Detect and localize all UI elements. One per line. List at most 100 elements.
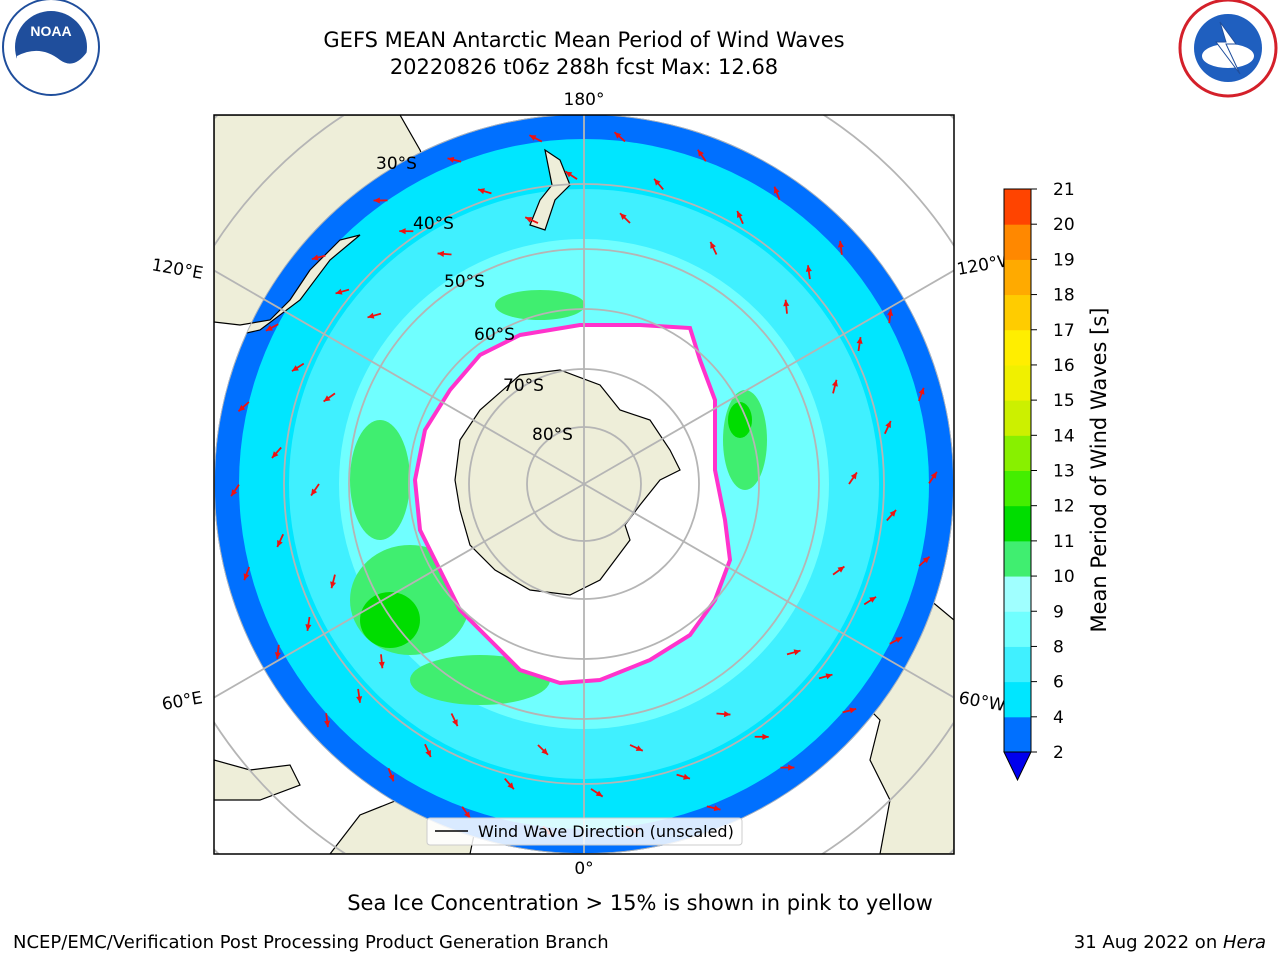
wind-wave-arrow (276, 533, 284, 548)
colorbar-segment (1004, 540, 1031, 577)
colorbar-tick-label: 21 (1053, 180, 1075, 200)
wind-wave-arrow (537, 744, 549, 756)
map-frame (213, 114, 955, 855)
wind-wave-arrow (230, 484, 240, 497)
wind-wave-arrow (450, 713, 459, 727)
colorbar-tick-label: 10 (1053, 567, 1075, 587)
colorbar-tick-label: 13 (1053, 462, 1075, 482)
wind-wave-arrow (780, 764, 795, 771)
wind-wave-arrow (330, 574, 337, 589)
legend: Wind Wave Direction (unscaled) (426, 817, 743, 846)
nws-logo (1178, 0, 1278, 98)
colorbar: 2 4 6 8 9 10 11 12 13 14 15 16 17 18 19 20 21 (1003, 180, 1075, 782)
wind-wave-arrow (697, 149, 707, 162)
wind-wave-arrow (461, 806, 471, 819)
colorbar-segment (1004, 294, 1031, 331)
footer-host: Hera (1222, 932, 1266, 953)
colorbar-tick-label: 16 (1053, 356, 1075, 376)
chart-title: GEFS MEAN Antarctic Mean Period of Wind … (323, 28, 845, 52)
colorbar-tick-label: 9 (1053, 602, 1064, 622)
wind-wave-arrow (613, 131, 626, 143)
colorbar-segment (1004, 470, 1031, 507)
colorbar-tick-label: 6 (1053, 673, 1064, 693)
colorbar-segment (1004, 329, 1031, 366)
colorbar-segment (1004, 611, 1031, 647)
lat-label-60s: 60°S (474, 325, 515, 345)
legend-text: Wind Wave Direction (unscaled) (478, 822, 734, 841)
wind-wave-arrow (629, 744, 644, 752)
colorbar-segment (1004, 681, 1031, 718)
graticule (214, 115, 954, 854)
wind-wave-arrow (305, 616, 312, 631)
colorbar-segment (1004, 259, 1031, 296)
wind-wave-arrow (736, 210, 744, 225)
wind-wave-arrow (783, 299, 790, 314)
wind-wave-arrow (504, 777, 515, 790)
wind-wave-arrow (528, 134, 543, 143)
wind-wave-arrow (831, 379, 838, 394)
wind-wave-arrow (524, 216, 539, 224)
chart-subtitle: 20220826 t06z 288h fcst Max: 12.68 (389, 55, 779, 79)
lat-label-40s: 40°S (413, 214, 454, 234)
wind-wave-arrow (842, 707, 857, 714)
lon-label-180: 180° (564, 90, 605, 110)
lat-label-80s: 80°S (532, 425, 573, 445)
colorbar-tick-label: 2 (1053, 743, 1064, 763)
wind-wave-arrow (716, 711, 731, 718)
colorbar-tick-label: 11 (1053, 532, 1075, 552)
lon-label-0: 0° (574, 859, 593, 879)
lon-label-60e: 60°E (160, 688, 204, 715)
wind-wave-arrow (274, 644, 281, 659)
colorbar-extend-arrow (1003, 751, 1032, 782)
wind-wave-arrow (856, 337, 863, 352)
wind-wave-arrows (230, 131, 938, 837)
wind-wave-arrow (477, 188, 492, 195)
colorbar-segment (1004, 224, 1031, 260)
lon-label-120e: 120°E (150, 255, 204, 284)
wind-wave-arrow (889, 636, 903, 645)
wind-wave-arrow (886, 509, 897, 522)
wind-wave-arrow (832, 565, 845, 576)
wind-wave-arrow (848, 471, 858, 485)
wind-wave-arrow (424, 743, 432, 758)
colorbar-segment (1004, 435, 1031, 471)
wind-wave-arrow (373, 197, 388, 204)
colorbar-tick-label: 20 (1053, 215, 1075, 235)
wind-wave-arrow (237, 401, 250, 413)
wind-wave-arrow (706, 805, 721, 812)
lat-label-50s: 50°S (444, 272, 485, 292)
colorbar-segment (1004, 646, 1031, 683)
noaa-logo-text: NOAA (30, 23, 71, 39)
lon-label-60w: 60°W (957, 688, 1007, 716)
wind-wave-arrow (676, 773, 691, 780)
wind-wave-arrow (805, 265, 812, 280)
wind-wave-arrow (447, 156, 462, 163)
colorbar-tick-label: 14 (1053, 426, 1075, 446)
wind-wave-arrow (887, 309, 894, 324)
wind-wave-arrow (884, 420, 892, 435)
colorbar-tick-label: 19 (1053, 250, 1075, 270)
wind-wave-arrow (918, 555, 931, 567)
wind-wave-arrow (928, 471, 938, 484)
antarctica (454, 369, 681, 596)
colorbar-tick-label: 12 (1053, 497, 1075, 517)
footer-date-text: 31 Aug 2022 on (1073, 932, 1223, 953)
colorbar-segment (1004, 189, 1031, 225)
wind-wave-arrow (773, 186, 781, 201)
wind-wave-arrow (310, 483, 320, 497)
wind-wave-arrow (243, 566, 251, 581)
wind-wave-arrow (356, 688, 363, 703)
colorbar-tick-label: 18 (1053, 286, 1075, 306)
wind-wave-arrow (387, 767, 395, 782)
colorbar-segment (1004, 505, 1031, 542)
wind-wave-arrow (265, 323, 279, 332)
land-islands (214, 148, 571, 341)
colorbar-tick-label: 8 (1053, 637, 1064, 657)
wind-wave-arrow (786, 649, 801, 656)
wind-wave-arrow (324, 713, 331, 728)
colorbar-label: Mean Period of Wind Waves [s] (1087, 308, 1111, 633)
colorbar-segment (1004, 364, 1031, 401)
colorbar-segment (1004, 716, 1031, 753)
wind-wave-arrow (323, 392, 336, 403)
